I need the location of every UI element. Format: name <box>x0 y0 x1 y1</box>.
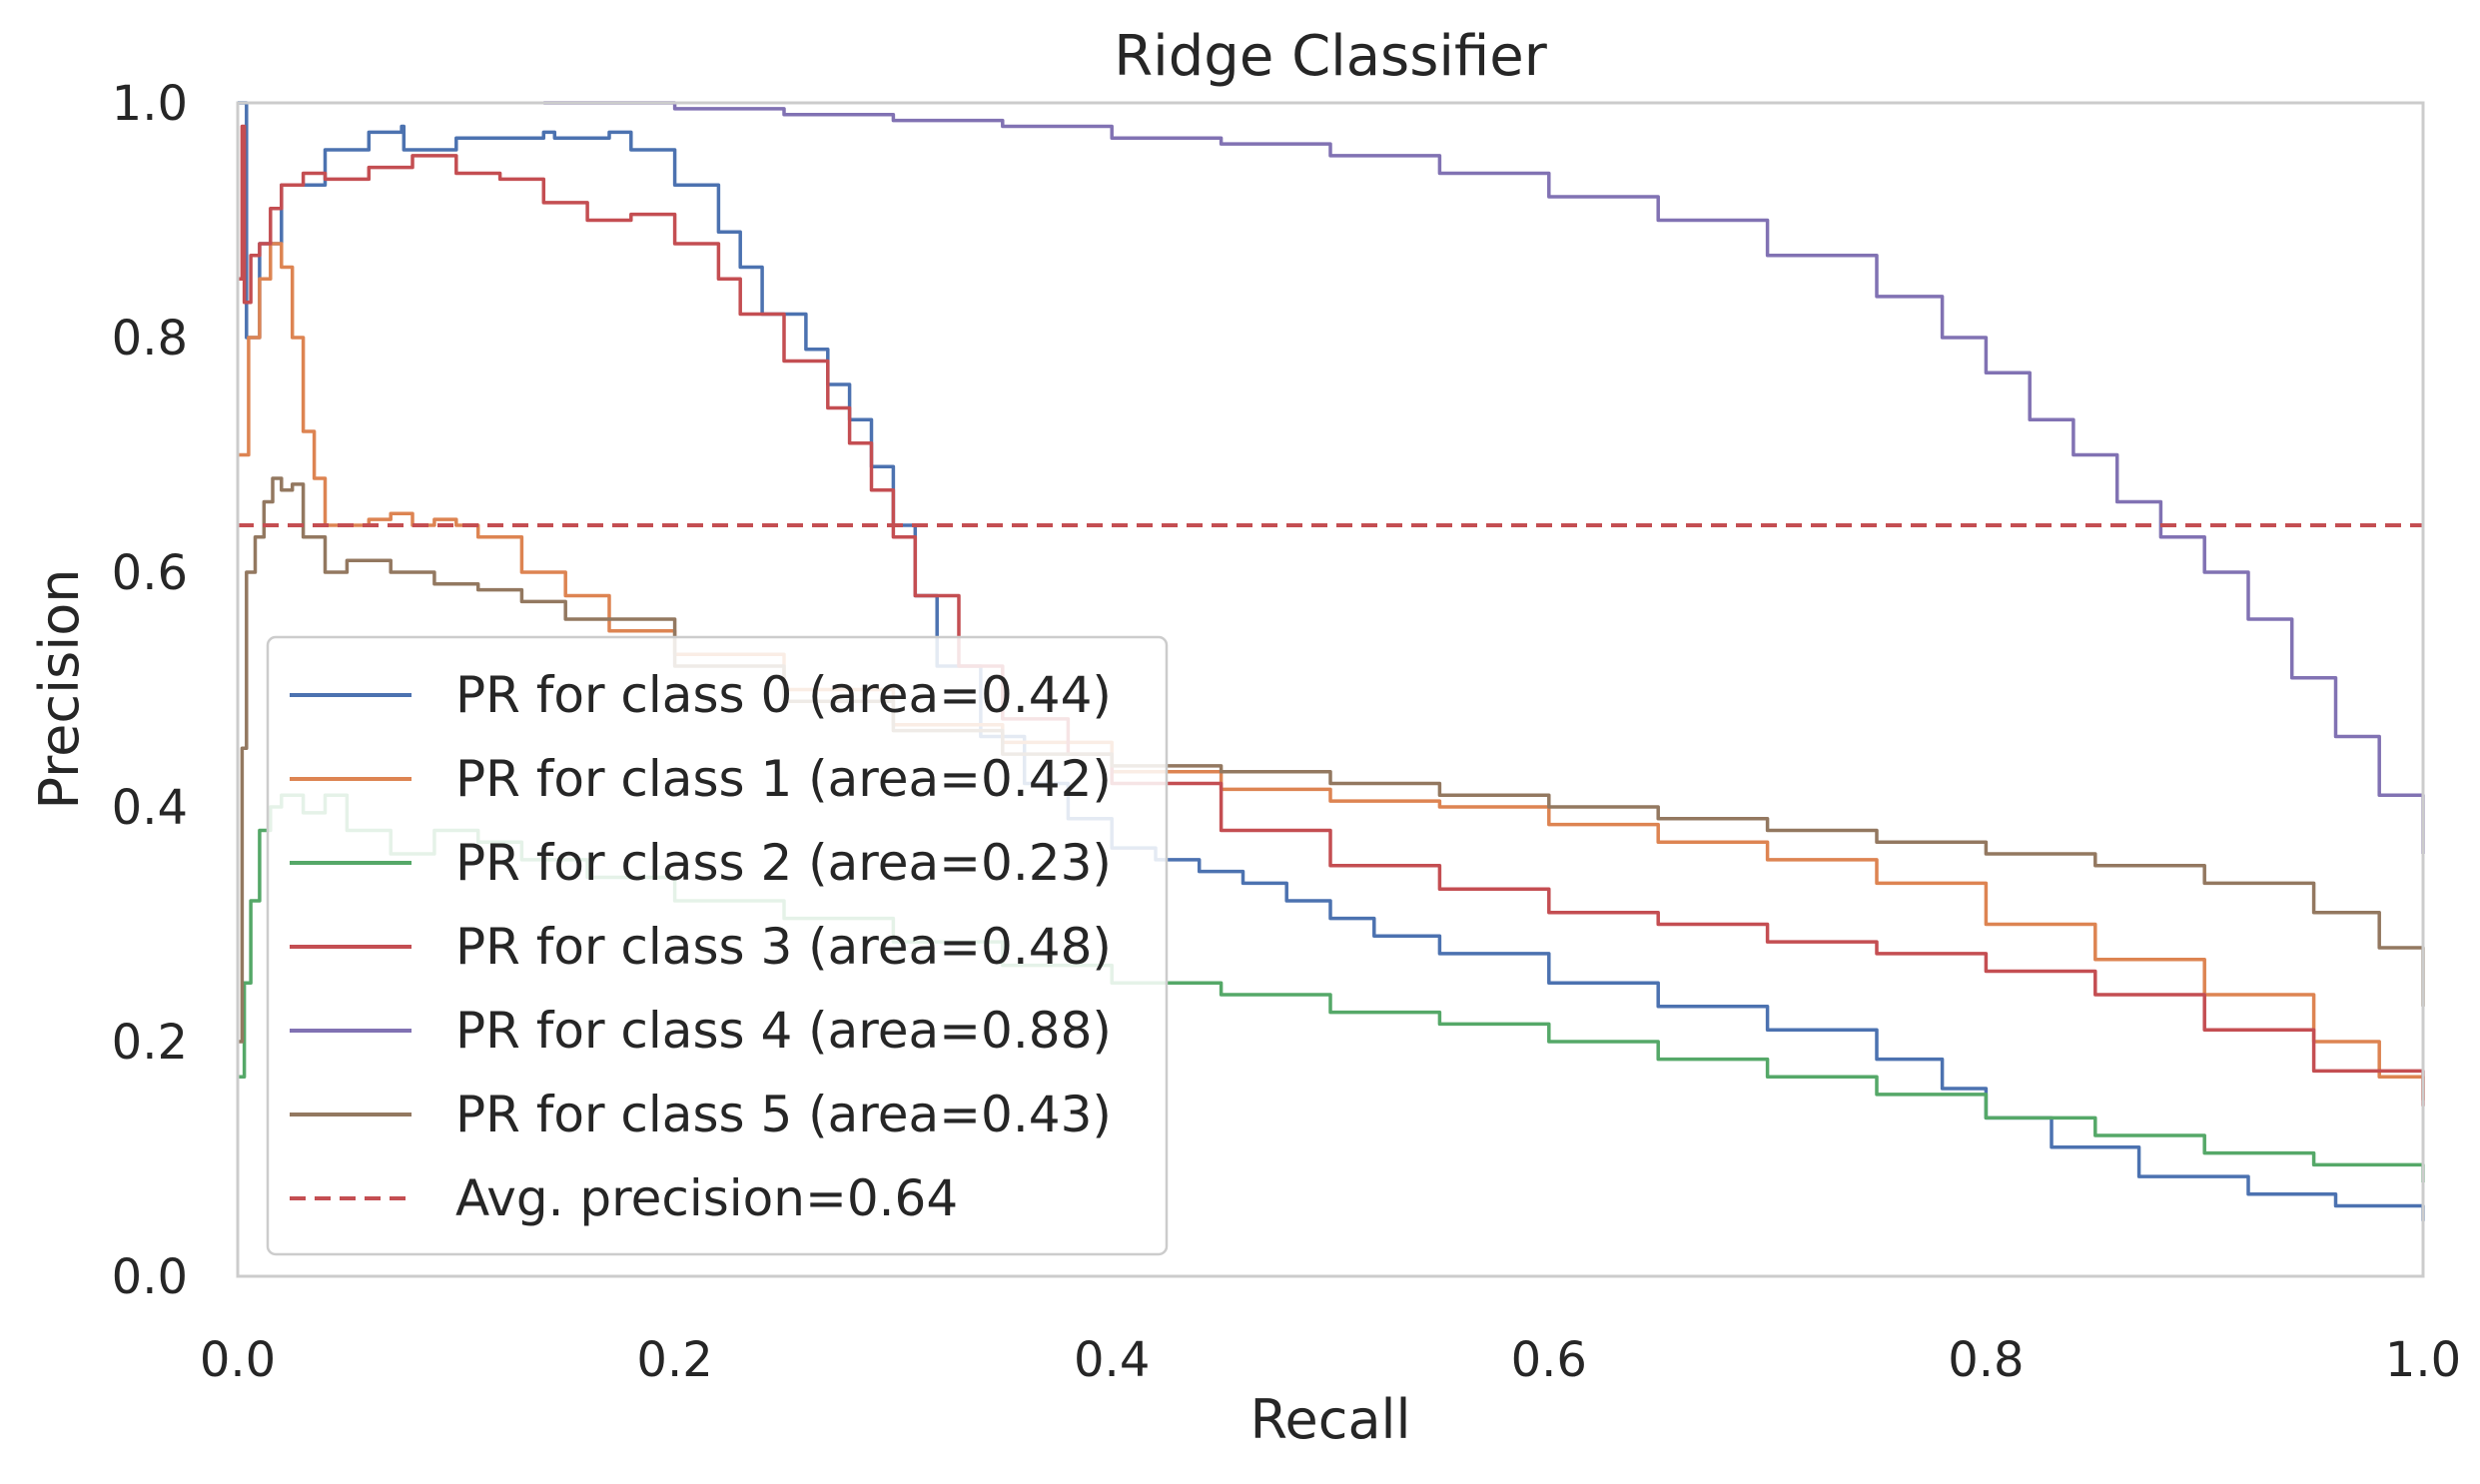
series-line-class-1 <box>238 242 2425 1101</box>
plot-frame <box>236 101 2425 1278</box>
x-tick-labels: 0.0 0.2 0.4 0.6 0.8 1.0 <box>200 1332 2461 1388</box>
legend: PR for class 0 (area=0.44) PR for class 1… <box>266 635 1169 1256</box>
y-tick-label: 0.4 <box>112 780 188 836</box>
series-line-class-3 <box>238 124 2425 1107</box>
x-tick-label: 0.0 <box>200 1332 276 1388</box>
legend-label: PR for class 5 (area=0.43) <box>455 1086 1112 1143</box>
y-tick-label: 0.0 <box>112 1249 188 1305</box>
legend-label: PR for class 4 (area=0.88) <box>455 1002 1112 1060</box>
legend-label: PR for class 3 (area=0.48) <box>455 918 1112 976</box>
x-tick-label: 0.8 <box>1948 1332 2024 1388</box>
y-tick-label: 0.8 <box>112 311 188 367</box>
x-tick-label: 0.6 <box>1511 1332 1587 1388</box>
x-tick-label: 0.2 <box>636 1332 712 1388</box>
series-line-class-4 <box>543 101 2425 854</box>
chart-title: Ridge Classifier <box>1114 24 1547 89</box>
legend-label: PR for class 0 (area=0.44) <box>455 666 1112 724</box>
legend-label: PR for class 2 (area=0.23) <box>455 834 1112 892</box>
legend-label: PR for class 1 (area=0.42) <box>455 750 1112 808</box>
legend-box <box>266 635 1169 1256</box>
y-tick-labels: 0.0 0.2 0.4 0.6 0.8 1.0 <box>112 76 188 1305</box>
y-axis-label: Precision <box>28 569 91 810</box>
y-tick-label: 1.0 <box>112 76 188 132</box>
legend-label: Avg. precision=0.64 <box>455 1169 958 1227</box>
x-axis-label: Recall <box>1249 1388 1410 1451</box>
x-tick-label: 0.4 <box>1074 1332 1150 1388</box>
y-tick-label: 0.2 <box>112 1015 188 1071</box>
y-tick-label: 0.6 <box>112 545 188 601</box>
x-tick-label: 1.0 <box>2385 1332 2461 1388</box>
